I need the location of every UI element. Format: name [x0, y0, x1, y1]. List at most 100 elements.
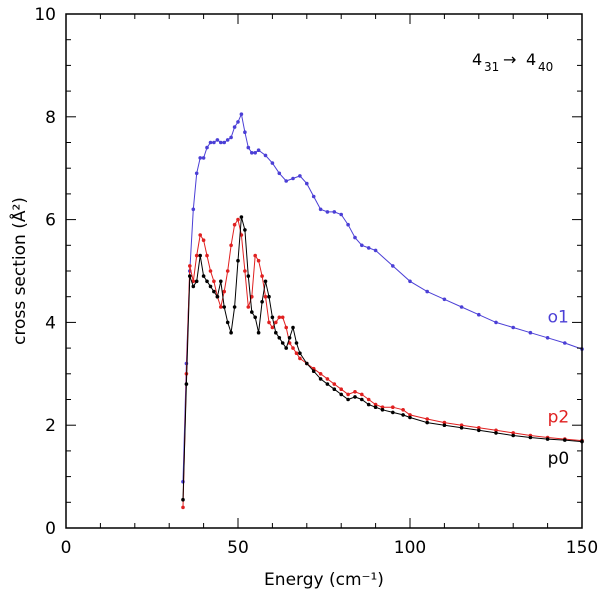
y-tick-label: 2: [45, 416, 56, 436]
data-point-o1: [360, 243, 364, 248]
data-point-p0: [225, 320, 230, 325]
y-tick-label: 8: [45, 108, 56, 128]
data-point-o1: [477, 312, 481, 317]
x-tick-label: 50: [227, 538, 249, 558]
data-point-p2: [477, 426, 481, 430]
data-point-o1: [263, 153, 268, 158]
data-point-p0: [181, 497, 185, 502]
data-point-o1: [208, 140, 213, 145]
data-point-o1: [391, 264, 395, 268]
data-point-p0: [239, 215, 244, 219]
y-tick-label: 6: [45, 211, 56, 231]
data-point-p2: [373, 402, 378, 407]
data-point-p2: [325, 377, 330, 381]
data-point-p0: [528, 435, 533, 440]
data-point-p2: [401, 408, 405, 412]
x-tick-label: 100: [394, 538, 426, 558]
data-point-p0: [212, 289, 216, 294]
data-point-o1: [250, 151, 254, 155]
data-point-p0: [305, 361, 309, 366]
data-point-p0: [250, 310, 254, 314]
data-point-p0: [256, 330, 261, 335]
data-point-p2: [256, 258, 261, 263]
data-point-o1: [222, 140, 226, 145]
data-point-p0: [545, 437, 550, 441]
data-point-o1: [229, 135, 233, 140]
data-point-p0: [274, 330, 278, 335]
data-point-p2: [222, 289, 226, 294]
data-point-p2: [205, 253, 209, 258]
data-point-o1: [225, 138, 230, 142]
data-point-p0: [494, 431, 498, 435]
data-point-p0: [246, 274, 251, 278]
data-point-o1: [563, 341, 567, 345]
data-point-p2: [260, 274, 264, 278]
y-tick-label: 4: [45, 313, 56, 333]
data-point-p2: [194, 253, 199, 258]
data-point-o1: [318, 207, 323, 212]
transition-to-level: 4: [526, 50, 536, 69]
data-point-p2: [267, 320, 271, 325]
data-point-p0: [380, 408, 385, 412]
data-point-o1: [253, 151, 257, 155]
data-point-p0: [366, 402, 371, 407]
data-point-p0: [291, 325, 295, 330]
data-point-p2: [270, 325, 275, 330]
data-point-p0: [284, 346, 289, 350]
data-point-o1: [198, 156, 202, 160]
data-point-p2: [181, 505, 185, 510]
data-point-p0: [353, 395, 357, 399]
data-point-p0: [205, 279, 209, 284]
data-point-p2: [360, 392, 364, 397]
series-line-p0: [182, 216, 583, 500]
data-point-o1: [408, 279, 412, 284]
data-point-p2: [391, 405, 395, 410]
data-point-p0: [219, 279, 223, 284]
series-p0: [181, 215, 584, 502]
data-point-p2: [380, 405, 385, 410]
data-point-o1: [298, 174, 302, 178]
data-point-o1: [277, 171, 282, 176]
data-point-p2: [280, 315, 285, 320]
x-axis-title: Energy (cm⁻¹): [264, 570, 384, 590]
data-point-p0: [188, 274, 192, 278]
transition-annotation: 4 31 → 4 40: [472, 50, 553, 74]
data-point-p0: [294, 341, 299, 345]
data-point-o1: [366, 246, 371, 250]
data-point-p2: [212, 279, 216, 284]
data-point-p2: [208, 269, 213, 273]
data-point-p2: [294, 351, 299, 356]
data-point-o1: [191, 207, 196, 212]
data-point-p0: [346, 397, 350, 402]
data-point-p2: [442, 420, 447, 425]
data-point-o1: [373, 248, 378, 253]
data-point-p2: [263, 294, 268, 299]
series-o1: [181, 112, 584, 484]
data-point-p0: [194, 279, 199, 284]
data-point-o1: [494, 320, 498, 325]
data-point-p2: [198, 233, 202, 237]
data-point-p0: [391, 410, 395, 415]
data-point-o1: [545, 336, 550, 340]
data-point-p0: [280, 341, 285, 345]
data-point-p0: [511, 433, 515, 438]
data-point-p0: [184, 382, 189, 386]
data-point-p0: [208, 284, 213, 289]
tick-labels: 0 50 100 150 0 2 4 6 8 10: [34, 5, 598, 558]
data-point-o1: [346, 222, 350, 227]
data-point-p2: [353, 390, 357, 394]
data-point-p2: [408, 413, 412, 417]
data-point-o1: [311, 194, 316, 199]
series-line-p2: [182, 218, 583, 508]
data-point-o1: [291, 176, 295, 181]
transition-arrow-icon: →: [503, 50, 516, 69]
data-point-p2: [425, 417, 430, 421]
data-point-p2: [236, 217, 240, 222]
data-point-p2: [246, 305, 251, 309]
data-point-p2: [229, 243, 233, 248]
data-point-p0: [360, 397, 364, 402]
data-point-p0: [191, 284, 196, 289]
data-point-o1: [305, 181, 309, 186]
data-point-p0: [267, 294, 271, 299]
